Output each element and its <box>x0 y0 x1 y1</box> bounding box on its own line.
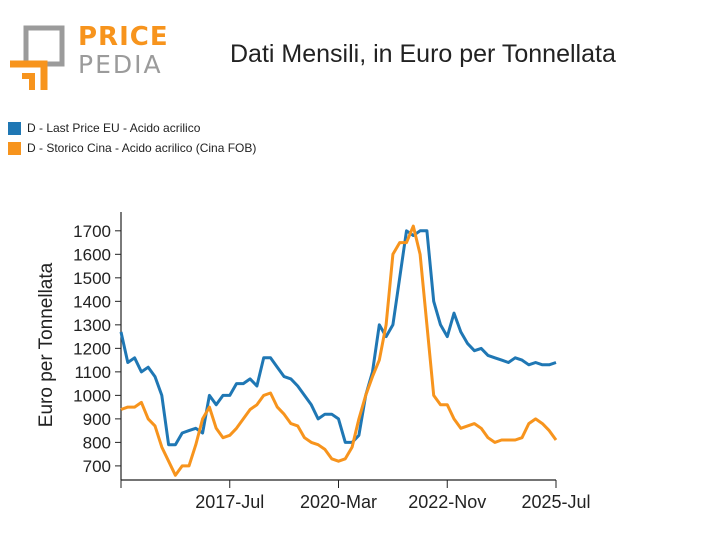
y-tick-label: 1500 <box>73 269 111 288</box>
legend-label-cina: D - Storico Cina - Acido acrilico (Cina … <box>27 141 257 155</box>
legend-swatch-cina <box>8 141 21 155</box>
y-axis-label: Euro per Tonnellata <box>36 262 57 427</box>
logo-mark-orange-inner <box>22 73 35 90</box>
logo-word-price: PRICE <box>78 22 169 52</box>
x-tick-label: 2020-Mar <box>300 492 377 512</box>
x-tick-label: 2022-Nov <box>408 492 486 512</box>
y-tick-label: 1300 <box>73 316 111 335</box>
logo-mark-orange <box>10 60 48 90</box>
legend-item-eu[interactable]: D - Last Price EU - Acido acrilico <box>8 118 256 138</box>
x-tick-label: 2017-Jul <box>195 492 264 512</box>
pricepedia-logo-mark <box>10 25 65 90</box>
series-line-cina <box>120 224 558 477</box>
y-tick-label: 1600 <box>73 245 111 264</box>
y-tick-label: 1200 <box>73 339 111 358</box>
y-tick-label: 1100 <box>74 363 111 382</box>
legend-swatch-eu <box>8 121 21 135</box>
legend-item-cina[interactable]: D - Storico Cina - Acido acrilico (Cina … <box>8 138 256 158</box>
chart-title: Dati Mensili, in Euro per Tonnellata <box>230 40 616 68</box>
y-tick-label: 1000 <box>73 386 111 405</box>
y-tick-label: 900 <box>83 410 111 429</box>
logo-word-pedia: PEDIA <box>78 50 163 79</box>
pricepedia-logo: PRICE PEDIA <box>8 22 169 94</box>
plot-area <box>119 224 558 477</box>
y-tick-label: 1400 <box>73 292 111 311</box>
y-tick-label: 1700 <box>73 222 111 241</box>
chart-legend: D - Last Price EU - Acido acrilico D - S… <box>8 118 256 158</box>
y-axis: 700 800 900 1000 1100 1200 1300 1400 1500 1600 170… <box>73 212 122 480</box>
y-tick-label: 700 <box>83 457 111 476</box>
legend-label-eu: D - Last Price EU - Acido acrilico <box>27 121 201 135</box>
y-tick-label: 800 <box>83 433 111 452</box>
x-tick-label: 2025-Jul <box>521 492 590 512</box>
series-line-eu <box>119 229 557 447</box>
x-axis: 2017-Jul 2020-Mar 2022-Nov 2025-Jul <box>120 479 591 512</box>
